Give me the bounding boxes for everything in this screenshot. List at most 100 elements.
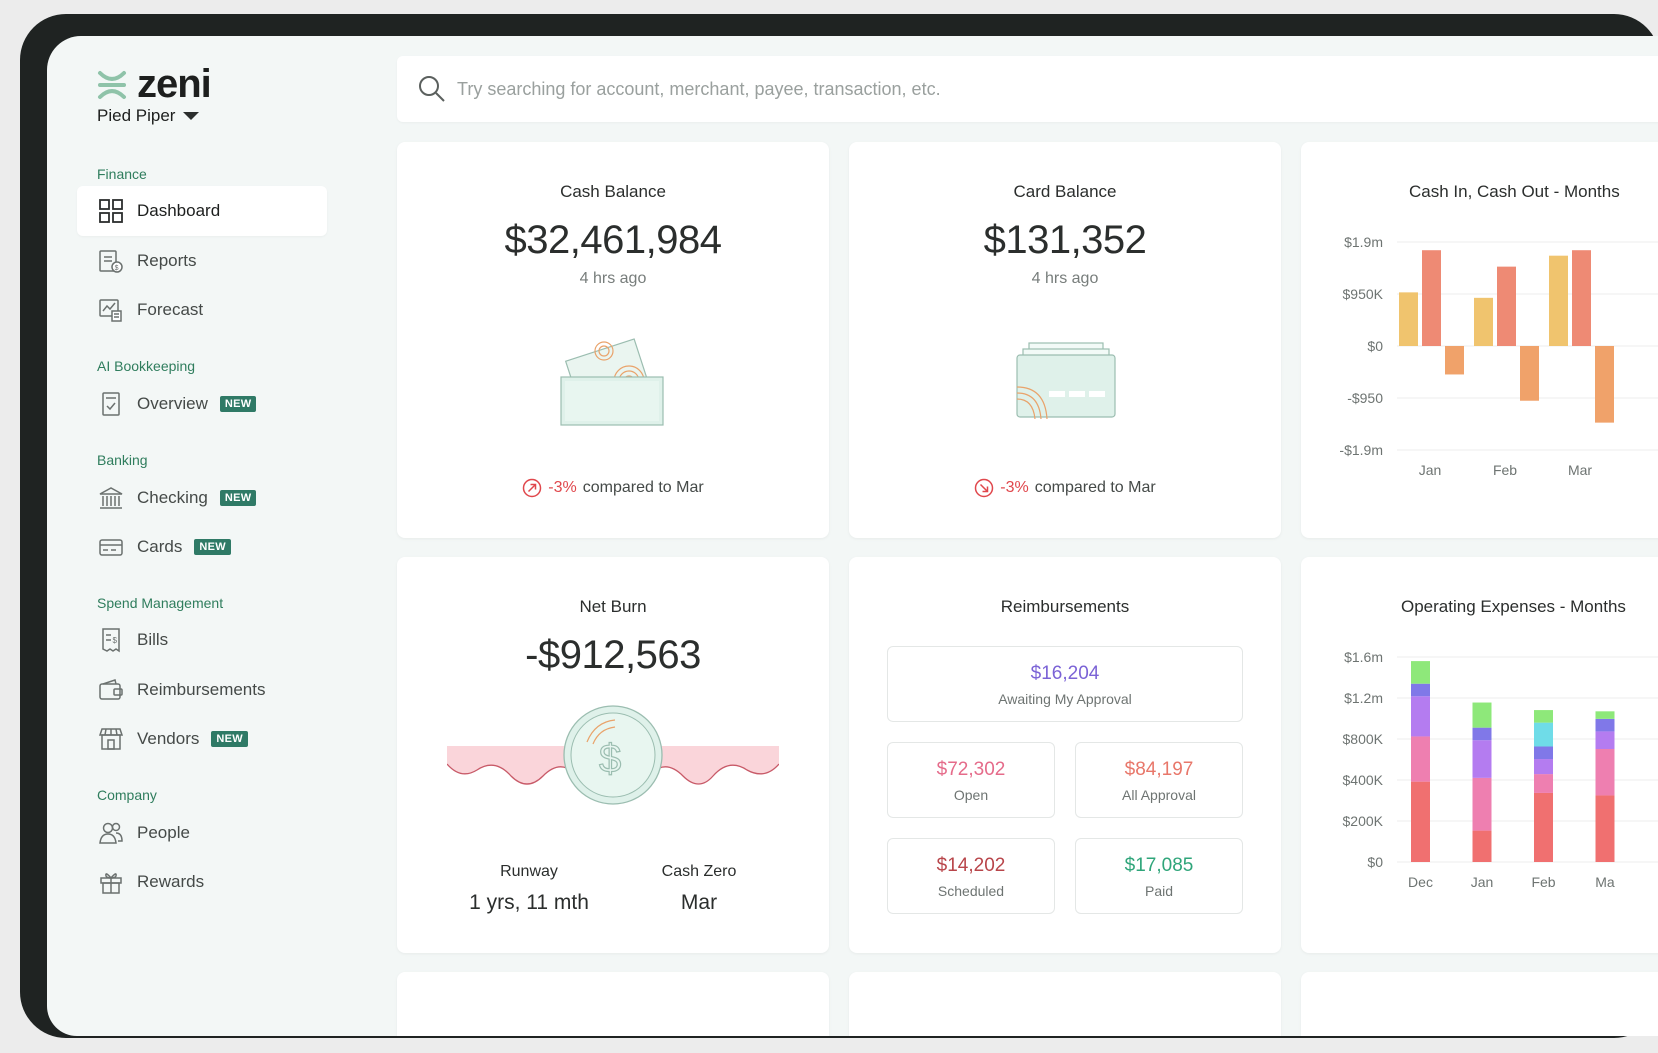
caret-down-icon xyxy=(183,112,200,120)
card-icon xyxy=(99,539,123,556)
scheduled-tile[interactable]: $14,202 Scheduled xyxy=(887,838,1055,914)
y-tick-label: $400K xyxy=(1343,772,1384,788)
sidebar-item-label: Cards xyxy=(137,537,183,556)
sidebar-item-bills[interactable]: $ Bills xyxy=(77,615,327,665)
stacked-bar-segment xyxy=(1411,696,1430,737)
x-tick-label: Feb xyxy=(1531,874,1555,890)
bar xyxy=(1520,346,1539,401)
store-icon xyxy=(98,728,124,750)
updated-time: 4 hrs ago xyxy=(579,270,647,287)
cash-zero-value: Mar xyxy=(680,891,718,914)
x-tick-label: Feb xyxy=(1493,462,1517,478)
all-approval-value: $84,197 xyxy=(1124,759,1194,780)
runway-value: 1 yrs, 11 mth xyxy=(469,891,589,914)
sidebar-item-people[interactable]: People xyxy=(77,808,327,858)
all-approval-tile[interactable]: $84,197 All Approval xyxy=(1075,742,1243,818)
cash-in-out-card[interactable]: Cash In, Cash Out - Months $1.9m $950K $0 -… xyxy=(1301,142,1658,538)
paid-tile[interactable]: $17,085 Paid xyxy=(1075,838,1243,914)
y-tick-label: -$950 xyxy=(1347,390,1383,406)
logo[interactable]: zeni xyxy=(97,62,212,107)
card-balance-card[interactable]: Card Balance $131,352 4 hrs ago -3% comp… xyxy=(849,142,1281,538)
bottom-card-1 xyxy=(397,972,829,1036)
sidebar-item-label: Bills xyxy=(137,630,169,649)
stacked-bar-segment xyxy=(1472,727,1492,741)
sidebar-item-vendors[interactable]: Vendors NEW xyxy=(77,714,327,764)
cash-in-out-chart: $1.9m $950K $0 -$950 -$1.9m Jan Feb Mar xyxy=(1339,234,1658,478)
scheduled-label: Scheduled xyxy=(937,883,1005,899)
svg-text:$: $ xyxy=(599,737,621,781)
dashboard-icon xyxy=(99,199,123,223)
y-tick-label: $0 xyxy=(1367,338,1383,354)
device-frame: zeni Pied Piper Finance Dashboard $ Repo… xyxy=(20,14,1658,1038)
stacked-bar-segment xyxy=(1411,736,1430,782)
stacked-bar-segment xyxy=(1534,710,1553,723)
awaiting-approval-tile[interactable]: $16,204 Awaiting My Approval xyxy=(887,646,1243,722)
bottom-card-3 xyxy=(1301,972,1658,1036)
card-title: Net Burn xyxy=(579,597,647,616)
chart-title: Cash In, Cash Out - Months xyxy=(1409,182,1620,201)
bar xyxy=(1595,346,1614,423)
net-burn-card[interactable]: Net Burn -$912,563 $ Runway 1 yrs, 11 mt… xyxy=(397,557,829,953)
sidebar-item-label: Dashboard xyxy=(137,201,221,220)
sidebar: zeni Pied Piper Finance Dashboard $ Repo… xyxy=(47,36,367,1036)
zeni-logo-icon xyxy=(98,70,126,99)
trend-down-icon xyxy=(975,478,994,498)
sidebar-item-overview[interactable]: Overview NEW xyxy=(77,379,327,429)
awaiting-value: $16,204 xyxy=(1030,663,1100,684)
stacked-bar-segment xyxy=(1534,774,1553,793)
chart-title: Operating Expenses - Months xyxy=(1401,597,1626,616)
search-icon xyxy=(419,76,445,102)
sidebar-item-checking[interactable]: Checking NEW xyxy=(77,473,327,523)
svg-text:$: $ xyxy=(113,636,118,645)
new-badge: NEW xyxy=(211,731,248,747)
stacked-bar-segment xyxy=(1595,731,1615,749)
sidebar-item-label: Reimbursements xyxy=(137,680,266,699)
x-tick-label: Jan xyxy=(1419,462,1442,478)
credit-card-illustration xyxy=(1016,342,1116,420)
search-bar[interactable] xyxy=(397,56,1658,122)
sidebar-item-label: Rewards xyxy=(137,872,205,891)
sidebar-item-reports[interactable]: $ Reports xyxy=(77,236,327,286)
sidebar-item-rewards[interactable]: Rewards xyxy=(77,857,327,907)
card-balance-value: $131,352 xyxy=(983,218,1147,262)
overview-icon xyxy=(102,392,120,416)
sidebar-item-cards[interactable]: Cards NEW xyxy=(77,522,327,572)
y-tick-label: $1.2m xyxy=(1344,690,1383,706)
y-tick-label: $200K xyxy=(1343,813,1384,829)
section-ai-bookkeeping: AI Bookkeeping xyxy=(97,358,196,374)
section-finance: Finance xyxy=(97,166,147,182)
bottom-card-2 xyxy=(849,972,1281,1036)
open-tile[interactable]: $72,302 Open xyxy=(887,742,1055,818)
stacked-bar-segment xyxy=(1595,711,1615,719)
bill-icon: $ xyxy=(102,628,120,653)
stacked-bar-segment xyxy=(1595,718,1615,732)
new-badge: NEW xyxy=(219,490,257,506)
card-title: Card Balance xyxy=(1013,182,1117,201)
brand-name: zeni xyxy=(137,62,212,106)
bank-icon xyxy=(99,487,123,509)
sidebar-item-forecast[interactable]: Forecast xyxy=(77,285,327,335)
search-input[interactable] xyxy=(457,78,1357,100)
x-tick-label: Mar xyxy=(1568,462,1592,478)
trend-down-icon xyxy=(523,478,542,498)
y-tick-label: $800K xyxy=(1343,731,1384,747)
sidebar-item-reimbursements[interactable]: Reimbursements xyxy=(77,665,327,715)
sidebar-item-label: Vendors xyxy=(137,729,200,748)
sidebar-item-dashboard[interactable]: Dashboard xyxy=(77,186,327,236)
app-screen: zeni Pied Piper Finance Dashboard $ Repo… xyxy=(47,36,1658,1036)
reports-icon: $ xyxy=(99,250,123,273)
reimbursements-card[interactable]: Reimbursements $16,204 Awaiting My Appro… xyxy=(849,557,1281,953)
open-label: Open xyxy=(953,787,989,803)
sidebar-item-label: People xyxy=(137,823,190,842)
card-title: Cash Balance xyxy=(560,182,666,201)
org-switcher[interactable]: Pied Piper xyxy=(97,106,200,126)
bar xyxy=(1445,346,1464,375)
cash-balance-card[interactable]: Cash Balance $32,461,984 4 hrs ago -3% c… xyxy=(397,142,829,538)
bar xyxy=(1474,297,1493,346)
operating-expenses-card[interactable]: Operating Expenses - Months $1.6m $1.2m $8… xyxy=(1301,557,1658,953)
sidebar-item-label: Reports xyxy=(137,251,197,270)
runway-label: Runway xyxy=(500,863,558,880)
stacked-bar-segment xyxy=(1411,683,1430,697)
compare-text: compared to Mar xyxy=(1034,479,1156,496)
card-title: Reimbursements xyxy=(1000,597,1130,616)
